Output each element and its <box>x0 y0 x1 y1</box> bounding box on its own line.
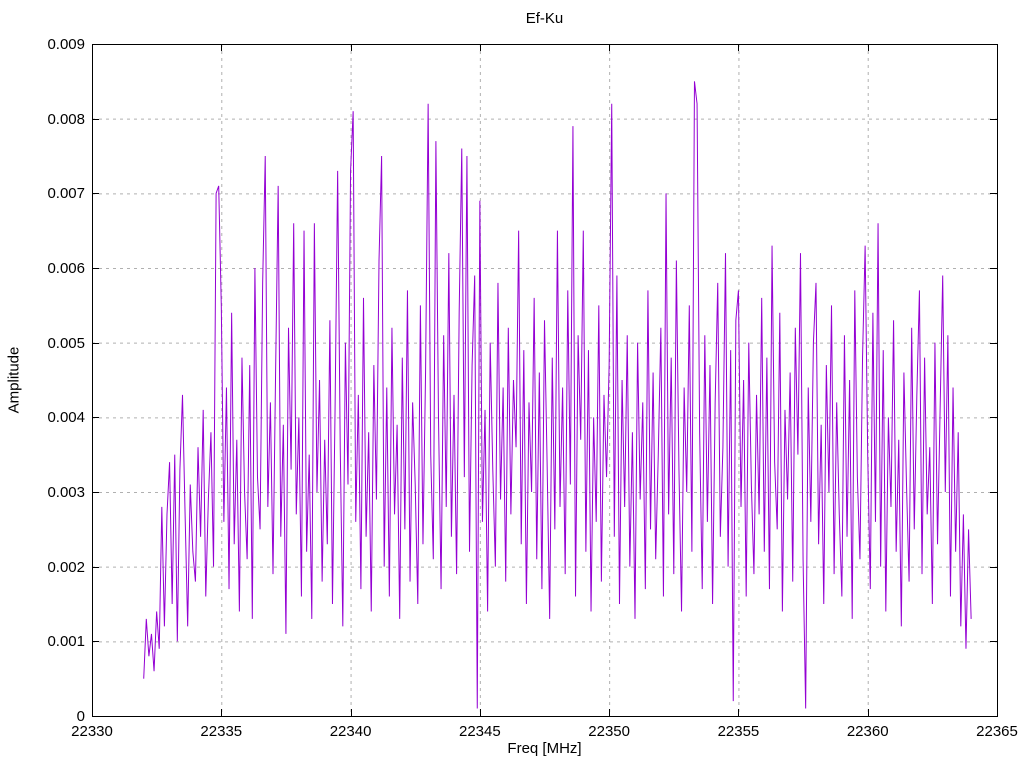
signal-trace <box>143 81 972 709</box>
y-tick-label: 0.001 <box>47 633 85 651</box>
x-tick-label: 22335 <box>200 723 243 740</box>
chart-title: Ef-Ku <box>525 10 564 27</box>
x-axis-label: Freq [MHz] <box>507 740 582 757</box>
y-tick-label: 0.002 <box>47 558 85 576</box>
y-tick-label: 0.006 <box>47 260 85 277</box>
y-tick-label: 0.004 <box>47 409 85 427</box>
y-tick-label: 0 <box>76 708 85 725</box>
y-tick-label: 0.007 <box>47 185 85 203</box>
x-tick-label: 22350 <box>588 723 630 740</box>
x-tick-label: 22355 <box>717 723 760 740</box>
x-tick-label: 22345 <box>458 723 501 740</box>
y-tick-label: 0.005 <box>47 334 85 352</box>
grid-lines <box>92 44 997 716</box>
plot-border <box>92 44 998 717</box>
x-tick-label: 22330 <box>71 723 113 740</box>
y-tick-label: 0.008 <box>47 110 85 128</box>
axis-ticks <box>92 44 998 717</box>
x-tick-label: 22365 <box>976 723 1018 740</box>
y-tick-label: 0.009 <box>47 36 85 53</box>
x-tick-label: 22360 <box>846 723 889 740</box>
y-axis-label: Amplitude <box>5 346 23 414</box>
y-tick-label: 0.003 <box>47 484 85 501</box>
x-tick-label: 22340 <box>329 723 372 740</box>
